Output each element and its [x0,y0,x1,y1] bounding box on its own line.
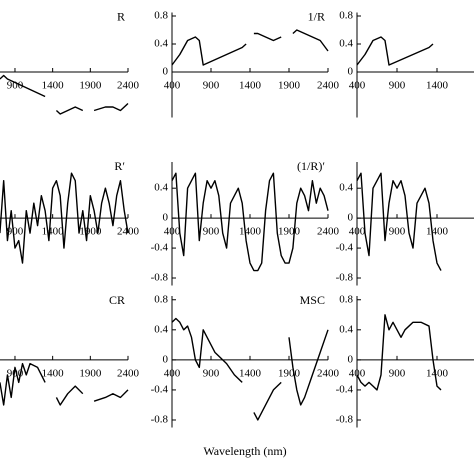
y-tick-label: 0 [163,66,169,78]
y-tick-label: 0.4 [154,38,168,50]
x-tick-label: 900 [389,80,406,92]
x-tick-label: 1400 [42,226,65,238]
x-tick-label: 900 [203,226,220,238]
y-tick-label: -0.8 [151,272,169,284]
x-tick-label: 400 [164,226,181,238]
x-tick-label: 2400 [317,367,340,379]
x-tick-label: 1400 [239,367,262,379]
panel-title: CR [109,293,125,307]
x-tick-label: 400 [349,226,366,238]
x-tick-label: 400 [349,80,366,92]
y-tick-label: 0.4 [339,323,353,335]
y-tick-label: -0.8 [336,272,354,284]
x-tick-label: 400 [164,80,181,92]
spectrum-line [356,172,442,271]
spectrum-line [0,74,129,115]
y-tick-label: -0.4 [336,383,354,395]
y-tick-label: 0 [163,353,169,365]
panel-title: R′ [114,159,125,173]
y-tick-label: -0.8 [151,414,169,426]
y-tick-label: 0 [348,212,354,224]
x-tick-label: 900 [389,367,406,379]
y-tick-label: 0.4 [154,182,168,194]
x-tick-label: 2400 [317,80,340,92]
spectrum-line [171,317,329,421]
y-tick-label: -0.8 [336,414,354,426]
spectrum-line [0,362,129,406]
x-tick-label: 1400 [42,367,65,379]
x-tick-label: 400 [349,367,366,379]
y-tick-label: 0 [348,353,354,365]
x-tick-label: 2400 [117,367,140,379]
y-tick-label: 0 [348,66,354,78]
y-tick-label: 0 [163,212,169,224]
x-tick-label: 1400 [239,226,262,238]
spectrum-line [171,172,329,272]
x-tick-label: 1400 [239,80,262,92]
spectrum-line [356,314,442,391]
x-tick-label: 1900 [79,367,102,379]
y-tick-label: 0.8 [154,293,168,305]
x-tick-label: 900 [7,80,24,92]
y-tick-label: 0.4 [339,38,353,50]
x-tick-label: 1900 [79,80,102,92]
x-tick-label: 900 [203,80,220,92]
x-tick-label: 400 [164,367,181,379]
y-tick-label: 0.4 [154,323,168,335]
panel-title: R [117,9,125,23]
y-tick-label: 0.8 [339,293,353,305]
spectrum-line [171,29,329,66]
y-tick-label: 0.8 [339,10,353,22]
y-tick-label: -0.4 [336,242,354,254]
spectrum-line [0,172,129,264]
x-tick-label: 1400 [426,226,449,238]
y-tick-label: -0.4 [151,242,169,254]
y-tick-label: 0.4 [339,182,353,194]
x-tick-label: 1900 [278,226,301,238]
panel-title: MSC [300,293,325,307]
x-tick-label: 1400 [426,80,449,92]
spectrum-line [356,36,434,66]
x-tick-label: 1400 [426,367,449,379]
x-tick-label: 900 [7,226,24,238]
x-tick-label: 2400 [317,226,340,238]
y-tick-label: 0.8 [154,10,168,22]
panel-title: (1/R)′ [297,159,325,173]
x-tick-label: 900 [389,226,406,238]
x-tick-label: 1900 [278,367,301,379]
x-tick-label: 2400 [117,80,140,92]
x-tick-label: 1400 [42,80,65,92]
x-tick-label: 900 [203,367,220,379]
x-axis-label: Wavelength (nm) [203,444,286,458]
y-tick-label: -0.4 [151,383,169,395]
panel-title: 1/R [308,9,325,23]
x-tick-label: 1900 [278,80,301,92]
